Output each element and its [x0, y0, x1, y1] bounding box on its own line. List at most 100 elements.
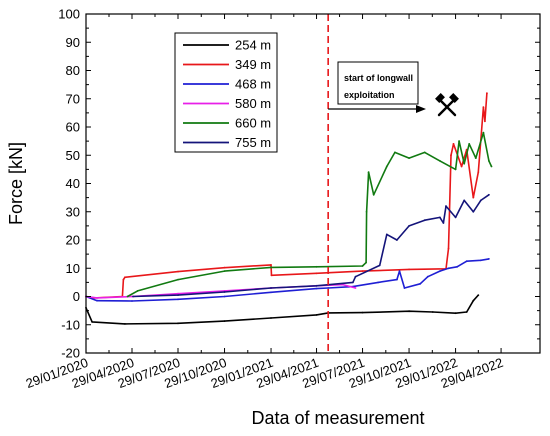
series-line-5 — [127, 131, 493, 298]
series-point — [177, 298, 179, 301]
series-point — [479, 199, 482, 202]
series-point — [465, 311, 468, 313]
series-point — [423, 151, 426, 154]
legend-label: 254 m — [235, 38, 271, 53]
axis-layer: -20-10010203040506070809010029/01/202029… — [24, 7, 540, 391]
series-point — [396, 278, 398, 281]
series-point — [177, 294, 179, 296]
series-point — [479, 259, 482, 262]
series-point — [354, 287, 357, 289]
series-point — [454, 216, 457, 219]
series-point — [361, 311, 364, 314]
series-point — [403, 287, 406, 289]
series-point — [454, 312, 457, 315]
legend-frame — [174, 32, 278, 153]
series-point — [452, 143, 455, 145]
series-point — [315, 284, 318, 287]
series-point — [223, 291, 226, 293]
y-tick-label: 10 — [66, 261, 80, 276]
series-point — [354, 275, 357, 278]
series-point — [431, 311, 434, 313]
y-tick-label: 50 — [66, 148, 80, 163]
series-layer — [85, 92, 493, 325]
hammer-pick-icon — [435, 93, 459, 117]
annotation-line-1: start of longwall — [344, 73, 413, 83]
series-point — [223, 320, 226, 322]
series-point — [270, 264, 272, 266]
series-point — [177, 322, 179, 325]
y-tick-label: -20 — [61, 346, 80, 361]
series-point — [488, 160, 490, 162]
series-point — [482, 106, 485, 109]
series-point — [223, 270, 226, 272]
series-point — [488, 258, 490, 260]
series-point — [131, 300, 133, 302]
series-point — [408, 157, 410, 160]
series-line-3 — [85, 258, 490, 302]
legend-label: 349 m — [235, 57, 271, 72]
annotation-arrowhead — [416, 105, 426, 113]
y-tick-label: 80 — [66, 63, 80, 78]
series-point — [460, 165, 463, 168]
series-point — [439, 160, 441, 162]
series-point — [463, 199, 466, 202]
series-point — [270, 291, 272, 294]
series-point — [426, 275, 429, 278]
series-point — [472, 210, 475, 213]
series-line-6 — [132, 194, 490, 298]
series-point — [327, 287, 330, 289]
legend-label: 755 m — [235, 135, 271, 150]
series-point — [132, 295, 134, 298]
series-point — [378, 264, 381, 267]
series-point — [136, 290, 139, 292]
series-point — [96, 297, 98, 299]
series-point — [91, 321, 93, 323]
series-point — [468, 143, 471, 145]
series-point — [463, 162, 466, 165]
y-axis-title: Force [kN] — [6, 142, 26, 225]
annotation-box — [337, 61, 419, 105]
series-point — [447, 267, 450, 270]
series-point — [270, 317, 272, 319]
series-point — [223, 295, 226, 298]
series-point — [442, 222, 445, 224]
series-point — [408, 268, 410, 271]
series-point — [385, 233, 388, 236]
series-line-1 — [85, 294, 479, 325]
series-point — [488, 193, 490, 196]
series-point — [270, 274, 273, 277]
series-point — [352, 281, 354, 284]
series-point — [126, 295, 129, 298]
series-point — [419, 282, 422, 285]
series-point — [361, 265, 364, 267]
series-point — [439, 216, 441, 219]
series-point — [398, 270, 401, 272]
series-point — [472, 299, 475, 302]
series-point — [450, 154, 452, 157]
series-point — [423, 219, 426, 222]
y-tick-label: 0 — [73, 289, 80, 304]
y-tick-label: 60 — [66, 120, 80, 135]
series-point — [456, 265, 458, 268]
series-point — [177, 270, 179, 273]
legend-label: 468 m — [235, 77, 271, 92]
series-point — [315, 272, 318, 275]
y-tick-label: 90 — [66, 35, 80, 50]
legend-label: 580 m — [235, 96, 271, 111]
series-point — [365, 261, 367, 264]
series-point — [96, 299, 98, 302]
series-point — [465, 260, 468, 263]
series-point — [367, 171, 370, 174]
series-point — [377, 281, 380, 284]
series-point — [490, 165, 493, 168]
legend: 254 m 349 m 468 m 580 m 660 m 755 m — [174, 32, 278, 153]
series-point — [385, 165, 388, 168]
series-point — [177, 292, 179, 295]
series-point — [474, 157, 477, 160]
y-tick-label: 40 — [66, 176, 80, 191]
series-point — [315, 265, 318, 268]
legend-label: 660 m — [235, 116, 271, 131]
y-tick-label: 30 — [66, 204, 80, 219]
series-point — [396, 239, 398, 241]
